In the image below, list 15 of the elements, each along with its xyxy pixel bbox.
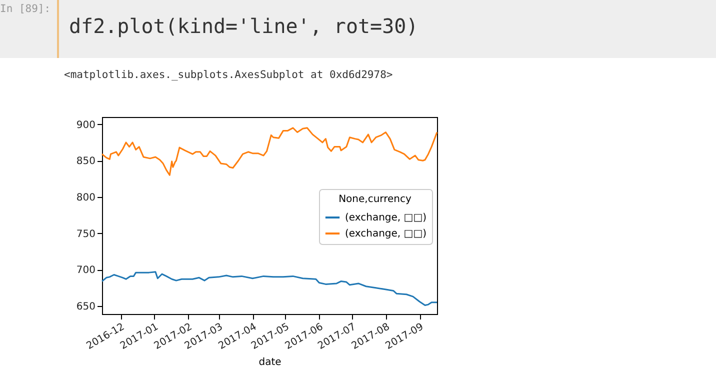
text: <matplotlib.axes._subplots.AxesSubplot at 0xd6d2978> — [64, 69, 393, 81]
text: df2.plot(kind='line', rot=30) — [69, 14, 418, 38]
legend-title: None,currency — [338, 194, 412, 205]
line-series — [101, 271, 438, 306]
y-tick-label: 700 — [76, 265, 96, 276]
text: In [89]: — [0, 3, 51, 15]
y-tick-label: 850 — [76, 156, 96, 168]
y-tick-label: 650 — [76, 302, 96, 313]
line-series — [101, 127, 438, 176]
y-tick-label: 800 — [76, 192, 96, 204]
y-tick-label: 900 — [76, 120, 96, 131]
y-tick-label: 750 — [76, 228, 96, 240]
x-axis-title: date — [258, 357, 282, 368]
legend-label: (exchange, □□) — [345, 212, 427, 224]
legend-label: (exchange, □□) — [345, 228, 427, 240]
